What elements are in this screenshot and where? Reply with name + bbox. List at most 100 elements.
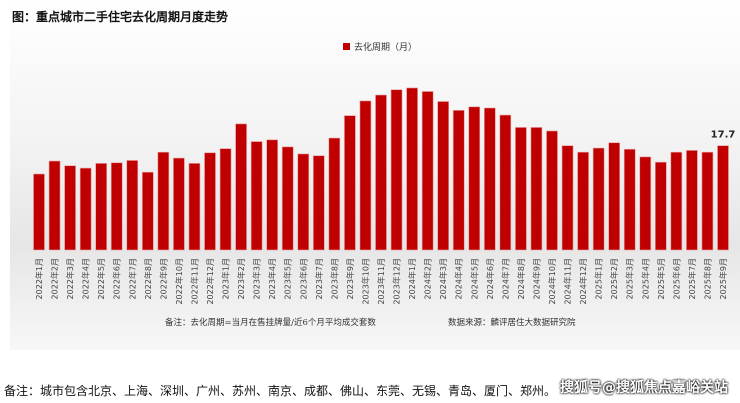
- x-tick-label: 2023年5月: [283, 258, 293, 299]
- footnote: 备注：城市包含北京、上海、深圳、广州、苏州、南京、成都、佛山、东莞、无锡、青岛、…: [4, 384, 557, 398]
- x-tick-label: 2024年5月: [469, 258, 479, 299]
- bar: [110, 162, 123, 251]
- bar: [406, 87, 418, 251]
- x-tick-label: 2022年11月: [189, 258, 199, 305]
- x-tick-label: 2022年2月: [50, 258, 60, 299]
- bar: [79, 167, 92, 251]
- bar: [204, 152, 216, 251]
- x-tick-label: 2023年9月: [345, 258, 355, 299]
- x-tick-label: 2025年8月: [702, 258, 712, 299]
- legend-label: 去化周期（月）: [354, 43, 418, 53]
- x-tick-label: 2024年6月: [485, 258, 495, 299]
- x-tick-label: 2025年6月: [671, 258, 681, 299]
- x-tick-label: 2025年1月: [594, 258, 604, 299]
- bar: [95, 163, 107, 251]
- bar: [717, 145, 729, 251]
- bar: [592, 147, 605, 251]
- bar: [484, 107, 496, 251]
- bar: [313, 155, 325, 251]
- x-tick-label: 2025年2月: [609, 258, 619, 299]
- bar: [297, 153, 310, 251]
- x-tick-label: 2022年6月: [112, 258, 122, 299]
- bar: [359, 100, 372, 251]
- watermark: 搜狐号@搜狐焦点嘉峪关站: [560, 380, 728, 396]
- bar: [546, 130, 558, 251]
- x-tick-label: 2024年9月: [531, 258, 541, 299]
- x-tick-label: 2024年7月: [500, 258, 510, 299]
- x-tick-label: 2023年1月: [221, 258, 231, 299]
- chart-title: 图：重点城市二手住宅去化周期月度走势: [12, 10, 229, 24]
- bar: [281, 146, 294, 251]
- definition-note: 备注：去化周期=当月在售挂牌量/近6个月平均成交套数: [165, 318, 376, 328]
- x-tick-label: 2024年10月: [547, 258, 557, 305]
- bar: [250, 141, 263, 251]
- bar: [670, 151, 683, 251]
- x-tick-label: 2024年2月: [423, 258, 433, 299]
- bar: [577, 151, 589, 251]
- source-note: 数据来源：麟评居住大数据研究院: [448, 318, 576, 328]
- bar: [530, 127, 543, 251]
- x-tick-label: 2022年12月: [205, 258, 215, 305]
- x-tick-label: 2022年1月: [34, 258, 44, 299]
- x-tick-label: 2023年11月: [376, 258, 386, 305]
- bar: [686, 150, 698, 251]
- bar: [344, 115, 356, 251]
- x-tick-label: 2024年1月: [407, 258, 417, 299]
- bar: [219, 148, 232, 251]
- x-tick-label: 2023年7月: [314, 258, 324, 299]
- x-tick-label: 2023年3月: [252, 258, 262, 299]
- x-tick-label: 2025年4月: [640, 258, 650, 299]
- bar: [515, 127, 527, 251]
- bar: [437, 101, 449, 251]
- bar: [375, 94, 387, 251]
- x-tick-label: 2025年3月: [625, 258, 635, 299]
- x-tick-label: 2022年8月: [143, 258, 153, 299]
- bar: [468, 106, 481, 251]
- legend-swatch: [343, 43, 350, 50]
- bar: [655, 161, 667, 251]
- x-tick-label: 2024年4月: [454, 258, 464, 299]
- x-tick-label: 2022年9月: [158, 258, 168, 299]
- bar: [33, 173, 45, 251]
- bar: [188, 163, 201, 251]
- x-tick-label: 2023年12月: [392, 258, 402, 305]
- x-tick-label: 2022年3月: [65, 258, 75, 299]
- x-tick-label: 2022年5月: [96, 258, 106, 299]
- bar: [328, 137, 341, 251]
- bar: [561, 145, 574, 251]
- x-tick-label: 2024年11月: [563, 258, 573, 305]
- bar-chart: 2022年1月 2022年2月 2022年3月 2022年4月 2022年5月 2022年…: [33, 87, 736, 305]
- bar: [157, 151, 170, 251]
- bar: [452, 110, 465, 251]
- bar: [623, 148, 636, 251]
- bar: [639, 156, 652, 251]
- x-tick-label: 2025年9月: [718, 258, 728, 299]
- bar: [266, 139, 278, 251]
- bar: [64, 165, 76, 251]
- x-tick-label: 2025年5月: [656, 258, 666, 299]
- bar: [126, 160, 139, 251]
- x-tick-label: 2022年7月: [127, 258, 137, 299]
- x-tick-label: 2024年12月: [578, 258, 588, 305]
- x-tick-label: 2022年10月: [174, 258, 184, 305]
- bar: [608, 142, 620, 251]
- bar: [48, 160, 61, 251]
- legend: 去化周期（月）: [343, 40, 417, 53]
- bar: [390, 89, 403, 251]
- x-tick-label: 2023年8月: [329, 258, 339, 299]
- x-tick-label: 2024年3月: [438, 258, 448, 299]
- x-tick-label: 2023年4月: [267, 258, 277, 299]
- bar: [235, 123, 247, 251]
- bar: [499, 114, 512, 251]
- x-tick-label: 2023年2月: [236, 258, 246, 299]
- data-label: 17.7: [711, 130, 736, 141]
- x-tick-label: 2023年10月: [360, 258, 370, 305]
- bar: [142, 171, 154, 251]
- x-tick-label: 2022年4月: [81, 258, 91, 299]
- bar: [173, 157, 185, 251]
- x-tick-label: 2025年7月: [687, 258, 697, 299]
- bar: [701, 151, 714, 251]
- x-tick-label: 2023年6月: [298, 258, 308, 299]
- bar: [421, 91, 434, 251]
- x-tick-label: 2024年8月: [516, 258, 526, 299]
